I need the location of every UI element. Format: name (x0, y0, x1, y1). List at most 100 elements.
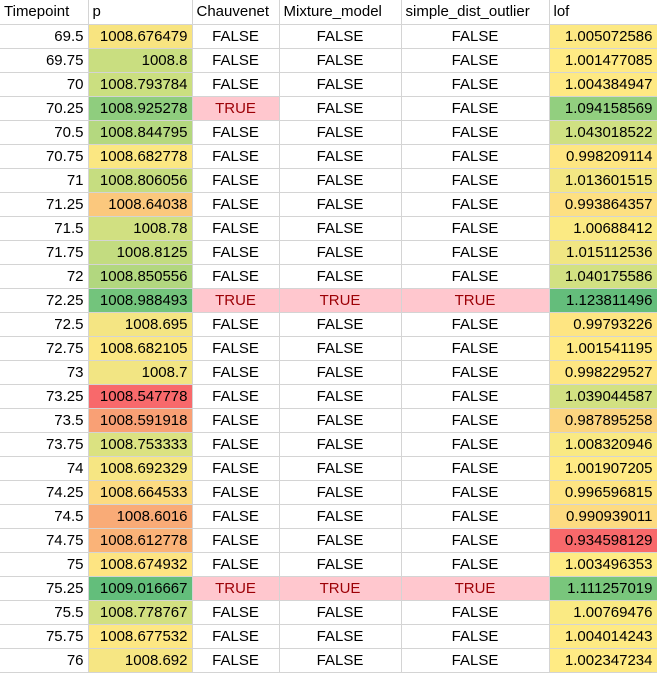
cell-simple-dist-outlier[interactable]: FALSE (401, 504, 550, 529)
cell-mixture-model[interactable]: FALSE (279, 504, 402, 529)
cell-simple-dist-outlier[interactable]: FALSE (401, 624, 550, 649)
cell-p[interactable]: 1008.664533 (88, 480, 193, 505)
cell-chauvenet[interactable]: FALSE (192, 144, 280, 169)
cell-mixture-model[interactable]: FALSE (279, 48, 402, 73)
cell-chauvenet[interactable]: FALSE (192, 360, 280, 385)
cell-mixture-model[interactable]: FALSE (279, 336, 402, 361)
cell-mixture-model[interactable]: FALSE (279, 24, 402, 49)
cell-lof[interactable]: 0.990939011 (549, 504, 657, 529)
cell-chauvenet[interactable]: TRUE (192, 96, 280, 121)
cell-chauvenet[interactable]: FALSE (192, 48, 280, 73)
cell-p[interactable]: 1009.016667 (88, 576, 193, 601)
cell-simple-dist-outlier[interactable]: FALSE (401, 384, 550, 409)
cell-timepoint[interactable]: 70.25 (0, 96, 89, 121)
cell-chauvenet[interactable]: FALSE (192, 312, 280, 337)
cell-chauvenet[interactable]: FALSE (192, 120, 280, 145)
cell-chauvenet[interactable]: TRUE (192, 288, 280, 313)
cell-mixture-model[interactable]: FALSE (279, 456, 402, 481)
cell-timepoint[interactable]: 71.75 (0, 240, 89, 265)
cell-mixture-model[interactable]: TRUE (279, 576, 402, 601)
cell-lof[interactable]: 1.039044587 (549, 384, 657, 409)
cell-lof[interactable]: 0.996596815 (549, 480, 657, 505)
cell-simple-dist-outlier[interactable]: FALSE (401, 360, 550, 385)
cell-lof[interactable]: 0.934598129 (549, 528, 657, 553)
cell-p[interactable]: 1008.677532 (88, 624, 193, 649)
cell-timepoint[interactable]: 70.5 (0, 120, 89, 145)
cell-timepoint[interactable]: 69.75 (0, 48, 89, 73)
cell-simple-dist-outlier[interactable]: FALSE (401, 240, 550, 265)
cell-mixture-model[interactable]: FALSE (279, 216, 402, 241)
cell-lof[interactable]: 0.987895258 (549, 408, 657, 433)
cell-p[interactable]: 1008.78 (88, 216, 193, 241)
header-p[interactable]: p (88, 0, 193, 25)
cell-p[interactable]: 1008.674932 (88, 552, 193, 577)
cell-p[interactable]: 1008.676479 (88, 24, 193, 49)
cell-simple-dist-outlier[interactable]: TRUE (401, 576, 550, 601)
cell-simple-dist-outlier[interactable]: FALSE (401, 480, 550, 505)
header-simple-dist-outlier[interactable]: simple_dist_outlier (401, 0, 550, 25)
header-lof[interactable]: lof (549, 0, 657, 25)
cell-p[interactable]: 1008.806056 (88, 168, 193, 193)
cell-timepoint[interactable]: 73 (0, 360, 89, 385)
cell-simple-dist-outlier[interactable]: FALSE (401, 600, 550, 625)
cell-chauvenet[interactable]: FALSE (192, 648, 280, 673)
cell-chauvenet[interactable]: FALSE (192, 216, 280, 241)
cell-lof[interactable]: 1.004014243 (549, 624, 657, 649)
cell-simple-dist-outlier[interactable]: FALSE (401, 312, 550, 337)
cell-timepoint[interactable]: 72.75 (0, 336, 89, 361)
cell-p[interactable]: 1008.591918 (88, 408, 193, 433)
cell-simple-dist-outlier[interactable]: FALSE (401, 432, 550, 457)
cell-chauvenet[interactable]: FALSE (192, 480, 280, 505)
cell-p[interactable]: 1008.612778 (88, 528, 193, 553)
cell-mixture-model[interactable]: FALSE (279, 624, 402, 649)
cell-mixture-model[interactable]: FALSE (279, 144, 402, 169)
cell-timepoint[interactable]: 75.25 (0, 576, 89, 601)
cell-simple-dist-outlier[interactable]: FALSE (401, 216, 550, 241)
cell-simple-dist-outlier[interactable]: FALSE (401, 408, 550, 433)
cell-timepoint[interactable]: 70.75 (0, 144, 89, 169)
cell-lof[interactable]: 1.002347234 (549, 648, 657, 673)
cell-mixture-model[interactable]: FALSE (279, 72, 402, 97)
cell-lof[interactable]: 1.001477085 (549, 48, 657, 73)
cell-simple-dist-outlier[interactable]: FALSE (401, 24, 550, 49)
cell-mixture-model[interactable]: FALSE (279, 192, 402, 217)
header-mixture-model[interactable]: Mixture_model (279, 0, 402, 25)
cell-chauvenet[interactable]: FALSE (192, 168, 280, 193)
cell-lof[interactable]: 1.001541195 (549, 336, 657, 361)
cell-lof[interactable]: 1.005072586 (549, 24, 657, 49)
cell-timepoint[interactable]: 72.5 (0, 312, 89, 337)
cell-mixture-model[interactable]: FALSE (279, 168, 402, 193)
cell-p[interactable]: 1008.988493 (88, 288, 193, 313)
cell-timepoint[interactable]: 73.75 (0, 432, 89, 457)
cell-lof[interactable]: 0.99793226 (549, 312, 657, 337)
cell-chauvenet[interactable]: TRUE (192, 576, 280, 601)
cell-simple-dist-outlier[interactable]: FALSE (401, 144, 550, 169)
cell-lof[interactable]: 1.003496353 (549, 552, 657, 577)
cell-mixture-model[interactable]: FALSE (279, 120, 402, 145)
cell-p[interactable]: 1008.8125 (88, 240, 193, 265)
cell-mixture-model[interactable]: FALSE (279, 600, 402, 625)
cell-lof[interactable]: 1.043018522 (549, 120, 657, 145)
cell-p[interactable]: 1008.753333 (88, 432, 193, 457)
cell-chauvenet[interactable]: FALSE (192, 336, 280, 361)
cell-chauvenet[interactable]: FALSE (192, 624, 280, 649)
cell-lof[interactable]: 1.015112536 (549, 240, 657, 265)
cell-lof[interactable]: 1.008320946 (549, 432, 657, 457)
cell-mixture-model[interactable]: FALSE (279, 480, 402, 505)
cell-p[interactable]: 1008.695 (88, 312, 193, 337)
cell-timepoint[interactable]: 70 (0, 72, 89, 97)
cell-mixture-model[interactable]: TRUE (279, 288, 402, 313)
cell-timepoint[interactable]: 76 (0, 648, 89, 673)
cell-simple-dist-outlier[interactable]: FALSE (401, 528, 550, 553)
cell-chauvenet[interactable]: FALSE (192, 72, 280, 97)
cell-chauvenet[interactable]: FALSE (192, 192, 280, 217)
cell-timepoint[interactable]: 75.5 (0, 600, 89, 625)
cell-p[interactable]: 1008.547778 (88, 384, 193, 409)
cell-timepoint[interactable]: 75.75 (0, 624, 89, 649)
cell-simple-dist-outlier[interactable]: FALSE (401, 48, 550, 73)
cell-lof[interactable]: 1.094158569 (549, 96, 657, 121)
cell-lof[interactable]: 1.001907205 (549, 456, 657, 481)
cell-timepoint[interactable]: 74.5 (0, 504, 89, 529)
cell-p[interactable]: 1008.8 (88, 48, 193, 73)
cell-chauvenet[interactable]: FALSE (192, 384, 280, 409)
